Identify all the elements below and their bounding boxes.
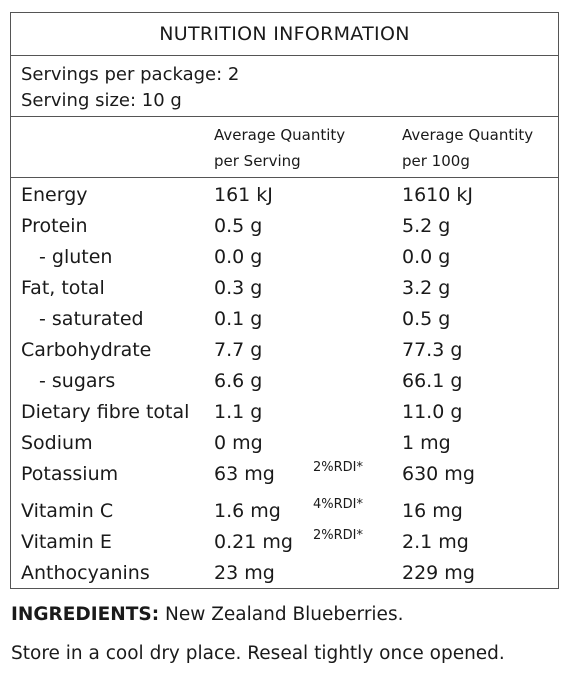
servings-block: Servings per package: 2 Serving size: 10… xyxy=(11,56,558,117)
per-serving-value: 0 mg xyxy=(214,432,263,454)
nutrient-row: Potassium 63 mg 2%RDI* 630 mg xyxy=(11,459,558,489)
nutrient-name: Vitamin C xyxy=(21,500,114,522)
per-100g-value: 630 mg xyxy=(402,463,475,485)
per-100g-value: 0.5 g xyxy=(402,308,451,330)
nutrient-name: Carbohydrate xyxy=(21,339,152,361)
column-header-per-100g-line1: Average Quantity xyxy=(402,126,534,144)
per-serving-value: 0.21 mg xyxy=(214,531,293,553)
per-100g-value: 11.0 g xyxy=(402,401,463,423)
per-100g-value: 3.2 g xyxy=(402,277,451,299)
per-serving-value: 23 mg xyxy=(214,562,275,584)
nutrient-name: - saturated xyxy=(39,308,144,330)
per-serving-value: 7.7 g xyxy=(214,339,263,361)
per-100g-value: 66.1 g xyxy=(402,370,463,392)
per-100g-value: 77.3 g xyxy=(402,339,463,361)
per-serving-value: 0.5 g xyxy=(214,215,263,237)
per-100g-value: 0.0 g xyxy=(402,246,451,268)
rdi-value: 2%RDI* xyxy=(313,460,364,475)
nutrient-row: Vitamin C 1.6 mg 4%RDI* 16 mg xyxy=(11,496,558,526)
per-serving-value: 0.1 g xyxy=(214,308,263,330)
per-serving-value: 63 mg xyxy=(214,463,275,485)
column-header-per-serving-line2: per Serving xyxy=(214,152,301,170)
per-100g-value: 5.2 g xyxy=(402,215,451,237)
nutrient-row: Vitamin E 0.21 mg 2%RDI* 2.1 mg xyxy=(11,527,558,557)
nutrient-name: Energy xyxy=(21,184,88,206)
rdi-value: 4%RDI* xyxy=(313,497,364,512)
nutrient-name: Potassium xyxy=(21,463,119,485)
nutrient-name: Protein xyxy=(21,215,88,237)
nutrient-name: Anthocyanins xyxy=(21,562,150,584)
per-100g-value: 229 mg xyxy=(402,562,475,584)
column-header-per-serving: Average Quantity per Serving xyxy=(214,122,384,174)
column-header-per-100g: Average Quantity per 100g xyxy=(402,122,562,174)
nutrient-row: - sugars 6.6 g 66.1 g xyxy=(11,366,558,396)
per-100g-value: 1 mg xyxy=(402,432,451,454)
ingredients-label: INGREDIENTS: xyxy=(11,604,160,625)
nutrient-name: - gluten xyxy=(39,246,113,268)
per-serving-value: 161 kJ xyxy=(214,184,273,206)
nutrient-name: Dietary fibre total xyxy=(21,401,190,423)
per-serving-value: 1.1 g xyxy=(214,401,263,423)
nutrient-row: Anthocyanins 23 mg 229 mg xyxy=(11,558,558,588)
per-100g-value: 16 mg xyxy=(402,500,463,522)
nutrient-row: Carbohydrate 7.7 g 77.3 g xyxy=(11,335,558,365)
per-serving-value: 0.3 g xyxy=(214,277,263,299)
nutrient-row: - gluten 0.0 g 0.0 g xyxy=(11,242,558,272)
column-headers: Average Quantity per Serving Average Qua… xyxy=(11,117,558,178)
nutrient-row: Sodium 0 mg 1 mg xyxy=(11,428,558,458)
servings-per-package: Servings per package: 2 xyxy=(21,64,240,85)
nutrient-name: Vitamin E xyxy=(21,531,112,553)
per-serving-value: 6.6 g xyxy=(214,370,263,392)
ingredients-line: INGREDIENTS: New Zealand Blueberries. xyxy=(11,604,403,625)
nutrient-name: Sodium xyxy=(21,432,93,454)
serving-size: Serving size: 10 g xyxy=(21,90,182,111)
nutrient-row: Fat, total 0.3 g 3.2 g xyxy=(11,273,558,303)
nutrient-name: - sugars xyxy=(39,370,116,392)
rdi-value: 2%RDI* xyxy=(313,528,364,543)
nutrient-row: Energy 161 kJ 1610 kJ xyxy=(11,180,558,210)
nutrition-panel: NUTRITION INFORMATION Servings per packa… xyxy=(10,12,559,589)
nutrient-row: Protein 0.5 g 5.2 g xyxy=(11,211,558,241)
per-serving-value: 1.6 mg xyxy=(214,500,281,522)
nutrient-row: Dietary fibre total 1.1 g 11.0 g xyxy=(11,397,558,427)
per-100g-value: 1610 kJ xyxy=(402,184,473,206)
nutrient-row: - saturated 0.1 g 0.5 g xyxy=(11,304,558,334)
storage-instructions: Store in a cool dry place. Reseal tightl… xyxy=(11,643,505,664)
ingredients-text: New Zealand Blueberries. xyxy=(159,604,404,625)
per-serving-value: 0.0 g xyxy=(214,246,263,268)
column-header-per-100g-line2: per 100g xyxy=(402,152,470,170)
panel-title: NUTRITION INFORMATION xyxy=(11,13,558,56)
per-100g-value: 2.1 mg xyxy=(402,531,469,553)
column-header-per-serving-line1: Average Quantity xyxy=(214,126,346,144)
nutrient-name: Fat, total xyxy=(21,277,105,299)
